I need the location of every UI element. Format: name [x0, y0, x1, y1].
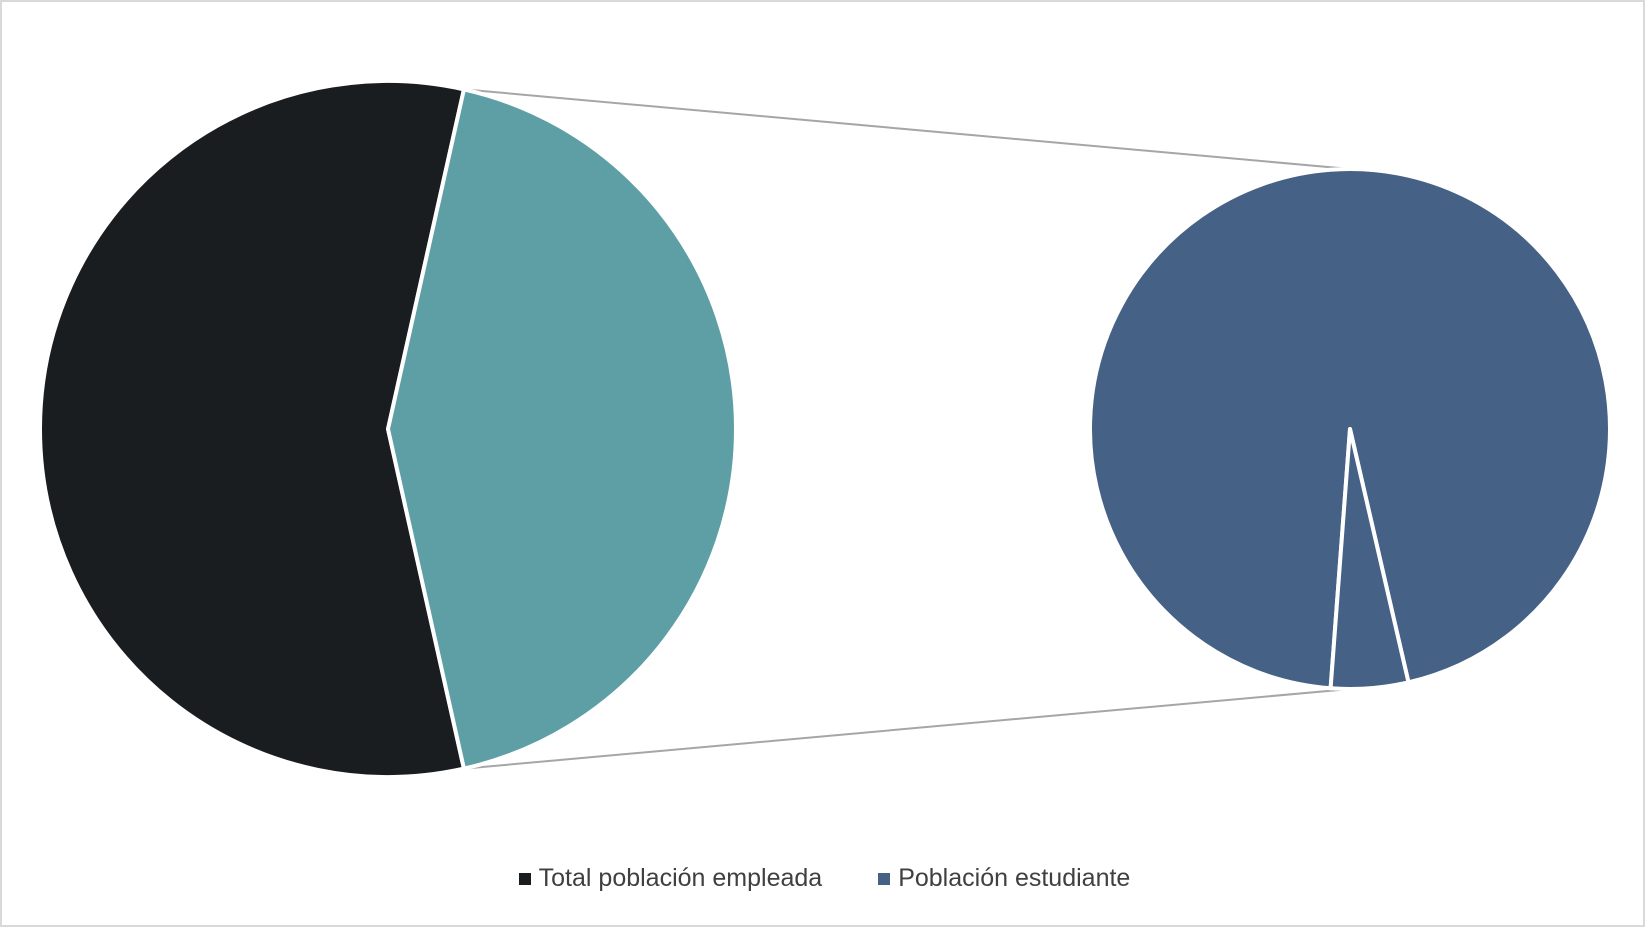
legend-label-estudiante: Población estudiante — [898, 864, 1131, 892]
pie-slice-empleada — [38, 79, 466, 779]
pie-slice-estudiante — [386, 87, 738, 771]
legend-swatch-empleada — [518, 872, 531, 885]
legend: Total población empleada Población estud… — [2, 864, 1643, 893]
legend-swatch-estudiante — [878, 872, 891, 885]
connector-line-top — [463, 88, 1351, 170]
secondary-pie — [1088, 167, 1613, 691]
connector-lines — [463, 88, 1351, 770]
legend-label-empleada: Total población empleada — [538, 864, 823, 892]
legend-item-estudiante: Población estudiante — [878, 864, 1130, 893]
sub-pie-slice-2 — [1328, 427, 1411, 691]
legend-item-empleada: Total población empleada — [518, 864, 823, 893]
connector-line-bottom — [463, 688, 1351, 770]
main-pie — [38, 79, 738, 779]
